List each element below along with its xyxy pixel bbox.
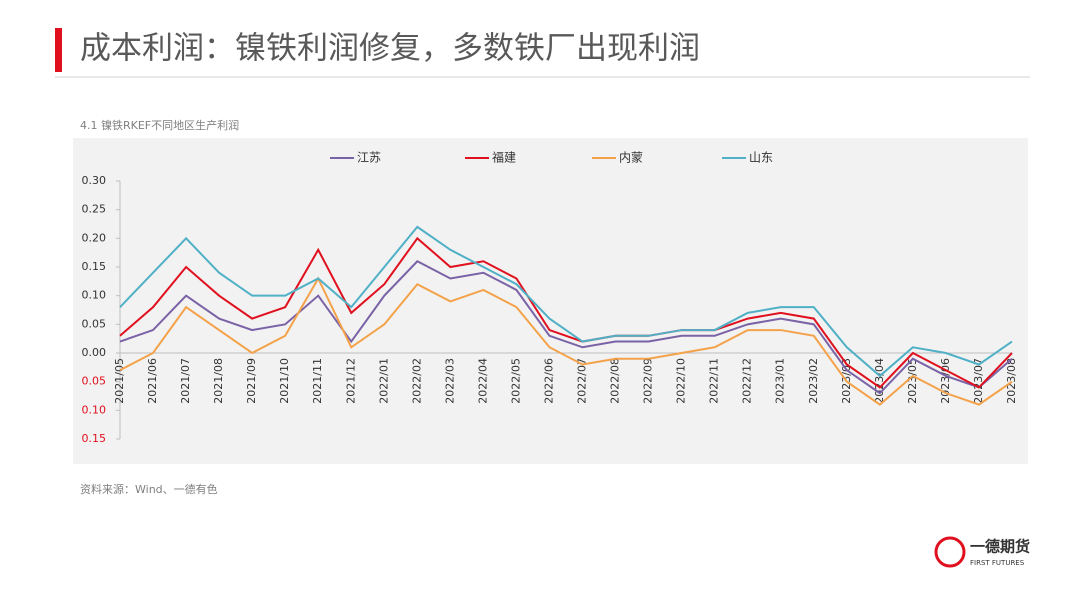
x-tick-label: 2022/10: [675, 358, 688, 404]
legend-label: 江苏: [357, 151, 381, 165]
x-tick-label: 2022/06: [542, 358, 555, 404]
x-tick-label: 2022/05: [509, 358, 522, 404]
series-line: [119, 225, 1013, 378]
x-tick-label: 2022/12: [741, 358, 754, 404]
x-tick-label: 2022/03: [443, 358, 456, 404]
x-tick-label: 2022/02: [410, 358, 423, 404]
legend-label: 内蒙: [619, 151, 643, 165]
x-tick-label: 2023/07: [972, 358, 985, 404]
chart-title: 4.1 镍铁RKEF不同地区生产利润: [80, 118, 239, 132]
x-tick-label: 2023/02: [807, 358, 820, 404]
slide-title: 成本利润：镍铁利润修复，多数铁厂出现利润: [80, 31, 700, 67]
x-tick-label: 2021/05: [113, 358, 126, 404]
logo-mark: [934, 536, 966, 568]
x-tick-label: 2021/09: [245, 358, 258, 404]
x-tick-label: 2023/06: [939, 358, 952, 404]
y-tick-label: 0.30: [82, 174, 107, 187]
x-tick-label: 2022/08: [609, 358, 622, 404]
y-tick-label: 0.10: [82, 289, 107, 302]
x-tick-label: 2023/01: [774, 358, 787, 404]
y-tick-label: 0.15: [82, 432, 107, 445]
legend-label: 山东: [749, 151, 773, 165]
x-tick-label: 2023/05: [906, 358, 919, 404]
y-tick-label: 0.05: [82, 375, 107, 388]
series-line: [119, 276, 1013, 406]
y-tick-label: 0.05: [82, 317, 107, 330]
x-tick-label: 2022/11: [708, 358, 721, 404]
y-tick-label: 0.25: [82, 203, 107, 216]
series-line: [119, 236, 1013, 389]
x-tick-label: 2022/01: [377, 358, 390, 404]
x-tick-label: 2023/08: [1005, 358, 1018, 404]
chart-panel: [73, 138, 1028, 464]
x-tick-label: 2021/10: [278, 358, 291, 404]
series-line: [119, 260, 1013, 395]
source-note: 资料来源：Wind、一德有色: [80, 482, 218, 496]
logo-name: 一德期货: [970, 538, 1030, 556]
logo-english: FIRST FUTURES: [970, 559, 1025, 567]
logo: 一德期货 FIRST FUTURES: [934, 536, 1030, 568]
x-tick-label: 2023/04: [873, 358, 886, 404]
x-tick-label: 2021/08: [212, 358, 225, 404]
x-tick-label: 2022/04: [476, 358, 489, 404]
x-tick-label: 2022/07: [576, 358, 589, 404]
x-tick-label: 2022/09: [642, 358, 655, 404]
y-tick-label: 0.10: [82, 403, 107, 416]
title-accent: [55, 28, 62, 72]
x-tick-label: 2021/12: [344, 358, 357, 404]
y-tick-label: 0.00: [82, 346, 107, 359]
x-tick-label: 2021/11: [311, 358, 324, 404]
legend-label: 福建: [492, 150, 516, 165]
x-tick-label: 2021/07: [179, 358, 192, 404]
y-tick-label: 0.20: [82, 231, 107, 244]
x-tick-label: 2021/06: [146, 358, 159, 404]
plot: 0.30 0.25 0.20 0.15 0.10 0.05 0.00 0.05 0.10 0.15…: [82, 150, 1019, 446]
y-tick-label: 0.15: [82, 260, 107, 273]
